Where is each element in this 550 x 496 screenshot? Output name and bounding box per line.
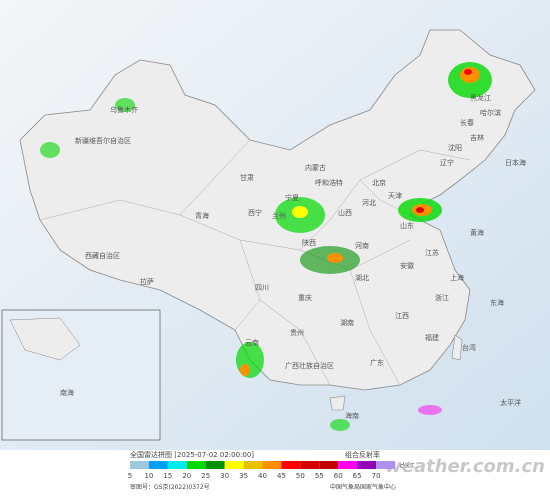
region-label: 甘肃 — [240, 173, 254, 182]
region-label: 浙江 — [435, 293, 449, 302]
region-label: 四川 — [255, 284, 269, 292]
region-label: 广东 — [370, 358, 384, 367]
hainan — [329, 395, 346, 411]
region-label: 山西 — [338, 208, 352, 217]
region-label: 安徽 — [400, 261, 414, 270]
region-label: 海南 — [345, 411, 359, 420]
city-label: 长春 — [460, 118, 474, 127]
level-label: 70 — [372, 472, 381, 480]
color-cell — [148, 461, 168, 469]
radar-echoes — [40, 62, 492, 431]
region-label: 吉林 — [470, 133, 484, 142]
region-label: 山东 — [400, 221, 414, 230]
color-cell — [167, 461, 187, 469]
color-cell — [338, 461, 358, 469]
level-label: 25 — [201, 472, 210, 480]
inset-land — [9, 317, 81, 361]
region-label: 江苏 — [425, 248, 439, 257]
sea-label: 东海 — [490, 298, 504, 307]
legend-product: 组合反射率 — [345, 450, 380, 459]
region-label: 黑龙江 — [470, 93, 491, 102]
city-label: 北京 — [372, 178, 386, 187]
color-cell — [281, 461, 301, 469]
region-label: 新疆维吾尔自治区 — [75, 136, 131, 145]
sea-label: 太平洋 — [500, 398, 521, 407]
legend-title: 全国雷达拼图 [2025-07-02 02:00:00] — [130, 450, 254, 459]
region-label: 辽宁 — [440, 158, 454, 167]
city-label: 兰州 — [272, 211, 286, 220]
color-cell — [186, 461, 206, 469]
city-label: 天津 — [388, 192, 402, 200]
region-label: 江西 — [395, 312, 409, 320]
region-label: 福建 — [425, 333, 439, 342]
city-label: 乌鲁木齐 — [110, 105, 138, 114]
level-label: 5 — [128, 472, 132, 480]
approval-number: 审图号：GS京(2022)0372号 — [130, 483, 210, 491]
color-cell — [243, 461, 263, 469]
region-label: 西藏自治区 — [85, 251, 120, 260]
color-cell — [300, 461, 320, 469]
city-label: 沈阳 — [448, 143, 462, 152]
legend-panel — [0, 450, 550, 492]
region-label: 宁夏 — [285, 193, 299, 202]
level-label: 10 — [144, 472, 153, 480]
region-label: 内蒙古 — [305, 163, 326, 172]
city-label: 拉萨 — [140, 277, 154, 286]
level-label: 50 — [296, 472, 305, 480]
region-label: 青海 — [195, 211, 209, 220]
map-labels: 新疆维吾尔自治区 乌鲁木齐 西藏自治区 拉萨 青海 西宁 甘肃 兰州 内蒙古 呼… — [60, 93, 526, 420]
color-cell — [205, 461, 225, 469]
region-label: 台湾 — [462, 343, 476, 352]
color-cell — [262, 461, 282, 469]
sea-label: 南海 — [60, 388, 74, 397]
city-label: 西宁 — [248, 208, 262, 217]
city-label: 哈尔滨 — [480, 108, 501, 117]
source: 中国气象局国家气象中心 — [330, 483, 396, 491]
region-label: 贵州 — [290, 328, 304, 337]
level-label: 35 — [239, 472, 248, 480]
region-label: 河南 — [355, 241, 369, 250]
watermark: weather.com.cn — [385, 456, 545, 477]
level-label: 40 — [258, 472, 267, 480]
color-cell — [224, 461, 244, 469]
color-cell — [130, 461, 149, 469]
color-cell — [357, 461, 377, 469]
color-bar: 5 10 15 20 25 30 35 40 45 50 55 60 65 70 — [128, 461, 395, 480]
level-label: 45 — [277, 472, 286, 480]
color-cell — [376, 461, 395, 469]
level-label: 65 — [353, 472, 362, 480]
city-label: 重庆 — [298, 293, 312, 302]
region-label: 云南 — [245, 338, 259, 347]
level-label: 20 — [182, 472, 191, 480]
sea-label: 黄海 — [470, 228, 484, 237]
color-cell — [319, 461, 339, 469]
level-label: 30 — [220, 472, 229, 480]
region-label: 湖北 — [355, 273, 369, 282]
legend-unit: dBZ — [400, 462, 414, 470]
level-label: 15 — [163, 472, 172, 480]
level-label: 60 — [334, 472, 343, 480]
city-label: 呼和浩特 — [315, 178, 343, 187]
taiwan — [451, 334, 463, 361]
region-label: 广西壮族自治区 — [285, 361, 334, 370]
city-label: 上海 — [450, 273, 464, 282]
sea-label: 日本海 — [505, 158, 526, 167]
level-label: 55 — [315, 472, 324, 480]
region-label: 湖南 — [340, 318, 354, 327]
region-label: 陕西 — [302, 238, 316, 247]
region-label: 河北 — [362, 199, 376, 207]
